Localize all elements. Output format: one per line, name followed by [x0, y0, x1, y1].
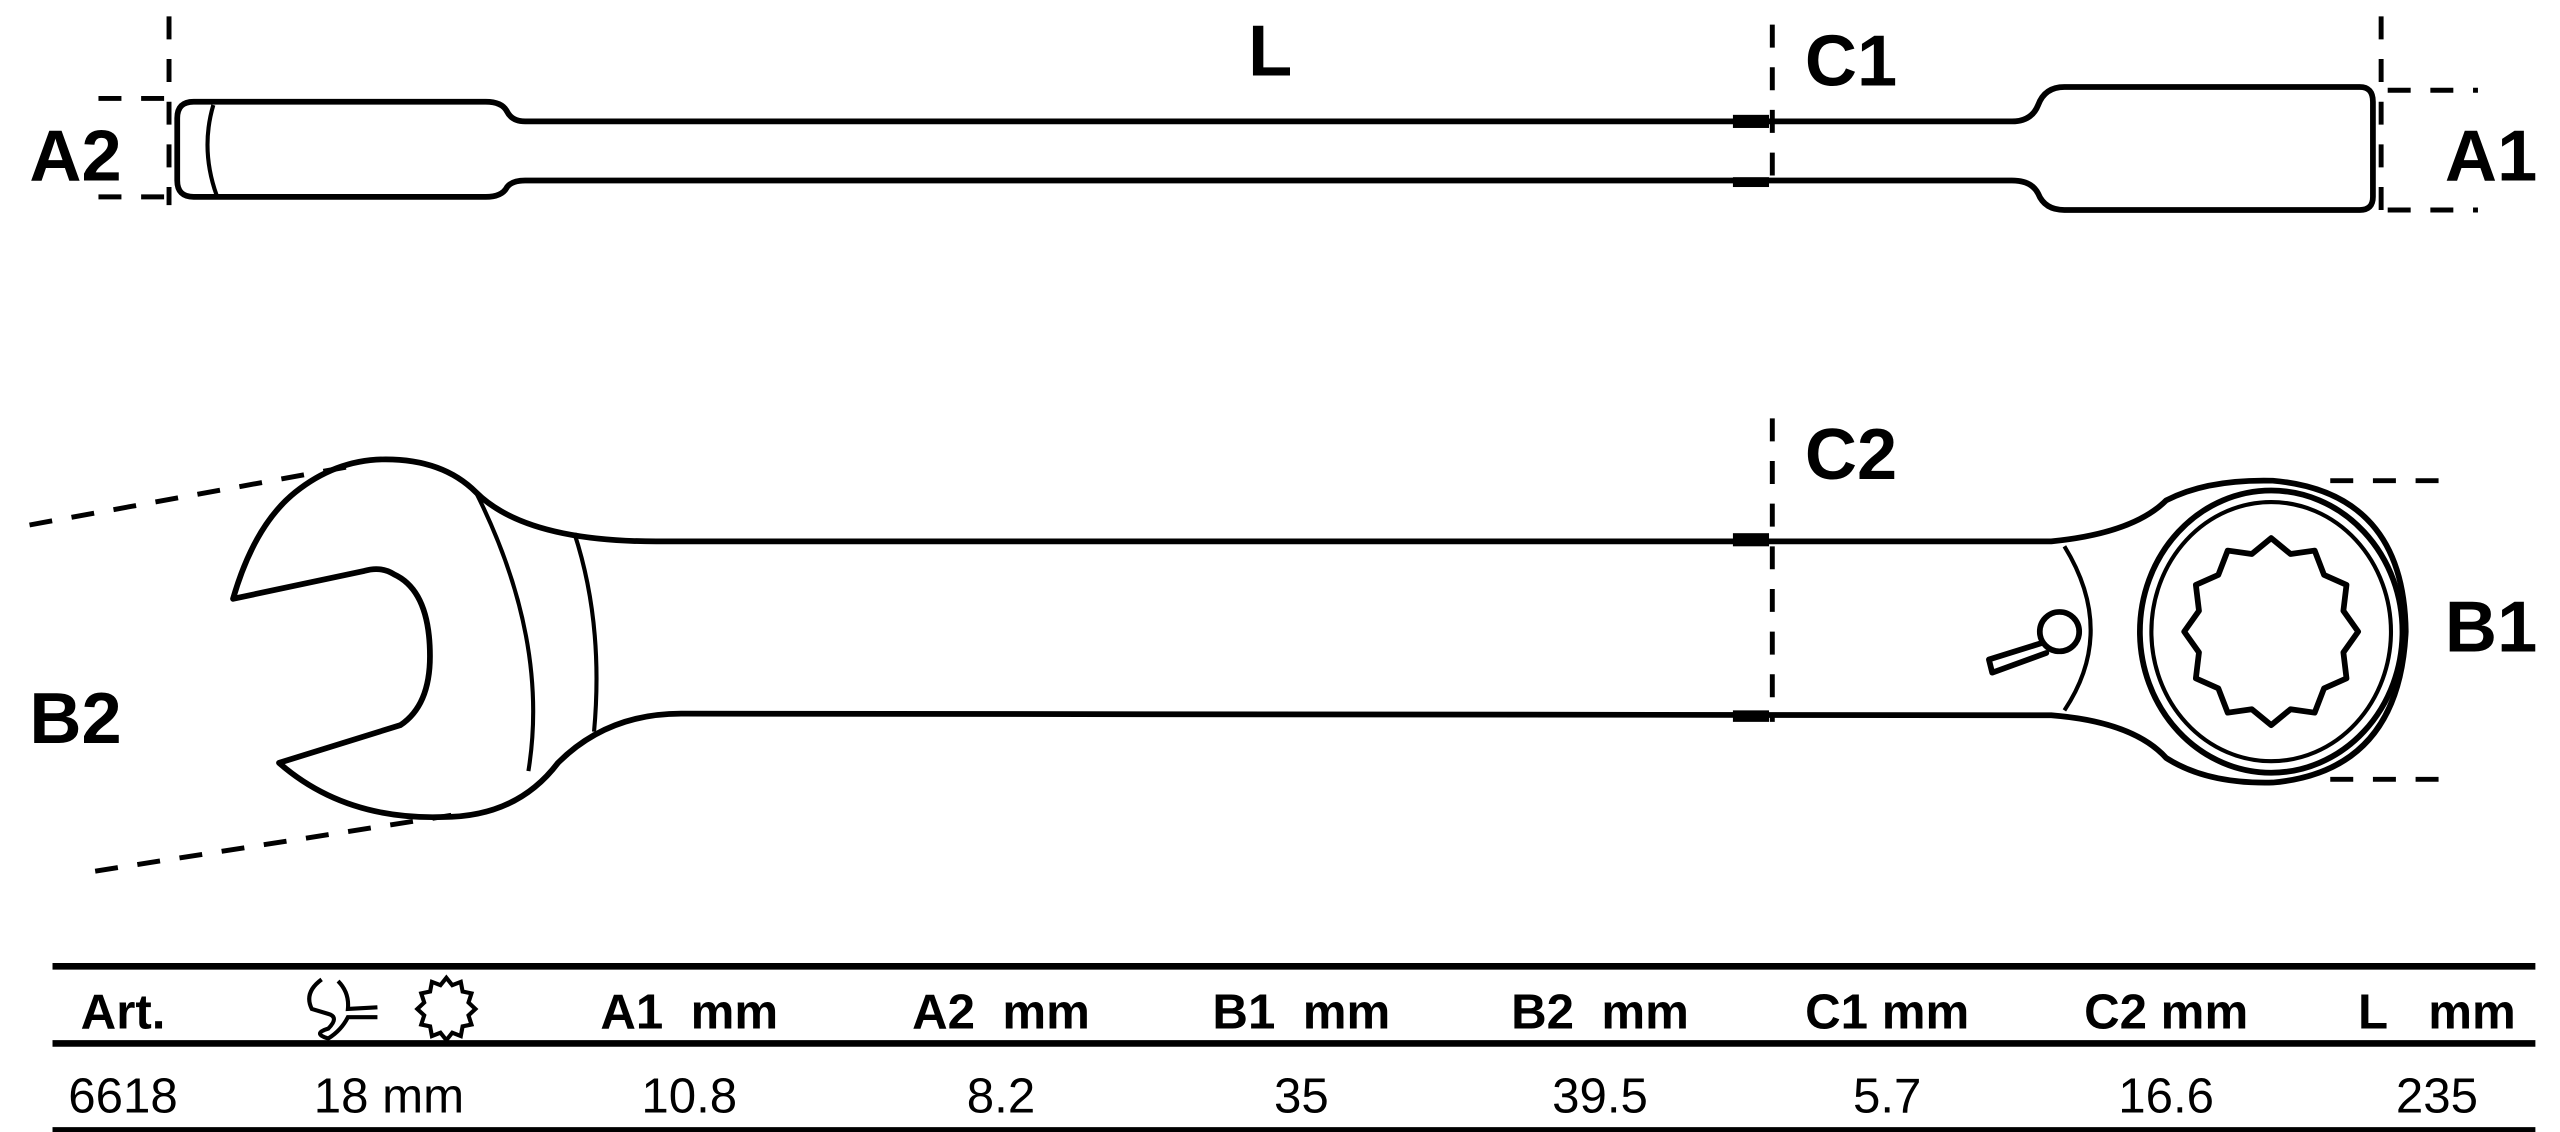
table-header: L mm [2358, 985, 2516, 1040]
table-header: C1 mm [1805, 985, 1969, 1040]
table-cell: 6618 [68, 1068, 178, 1123]
label-B1: B1 [2445, 587, 2537, 667]
table-header: B1 mm [1212, 985, 1390, 1040]
table-cell: 35 [1274, 1068, 1329, 1123]
table-cell: 18 mm [314, 1068, 464, 1123]
table-cell: 39.5 [1552, 1068, 1648, 1123]
spec-table: Art. A1 mm A2 mm B1 mm B2 mm C1 mm C2 mm L mm 6… [52, 963, 2536, 1132]
open-end-icon [307, 977, 378, 1041]
table-cell: 8.2 [967, 1068, 1035, 1123]
label-A1: A1 [2445, 116, 2537, 196]
ring-12-point-icon [414, 974, 479, 1044]
dimension-lines-top [98, 16, 2478, 213]
table-cell: 16.6 [2118, 1068, 2214, 1123]
table-cell: 10.8 [641, 1068, 737, 1123]
label-A2: A2 [29, 116, 121, 196]
label-L: L [1248, 11, 1292, 91]
table-header: C2 mm [2084, 985, 2248, 1040]
label-B2: B2 [29, 679, 121, 759]
table-header: B2 mm [1511, 985, 1689, 1040]
table-cell: 235 [2396, 1068, 2478, 1123]
label-C2: C2 [1805, 415, 1897, 495]
label-C1: C1 [1805, 21, 1897, 101]
wrench-side-profile [174, 84, 2376, 213]
table-header: Art. [81, 985, 166, 1040]
wrench-front-view [230, 456, 2409, 821]
table-header: A2 mm [912, 985, 1090, 1040]
table-cell: 5.7 [1853, 1068, 1921, 1123]
dimension-lines-front [29, 418, 2454, 874]
table-header: A1 mm [600, 985, 778, 1040]
